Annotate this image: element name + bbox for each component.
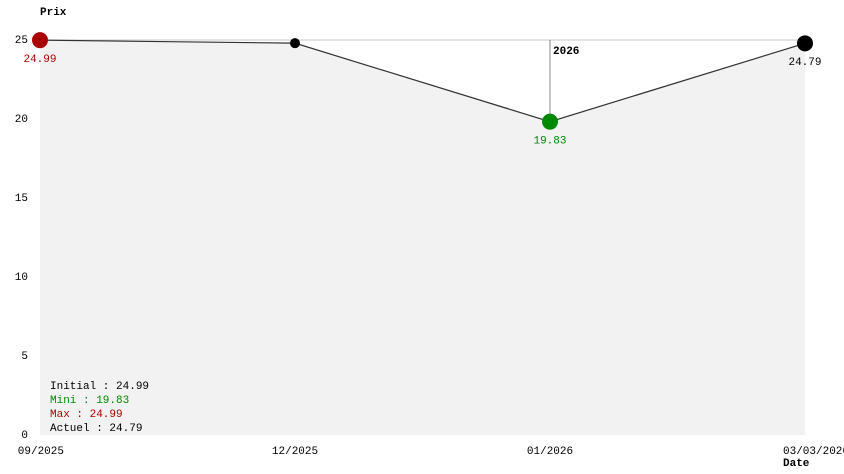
y-tick-label: 5	[21, 351, 28, 363]
y-tick-label: 10	[15, 272, 28, 284]
x-tick-label: 03/03/2026	[783, 446, 844, 458]
marker-label: 2026	[553, 46, 579, 58]
legend-entry: Initial : 24.99	[50, 381, 149, 393]
price-line	[39, 39, 806, 123]
data-point	[797, 35, 813, 52]
x-tick-label: 12/2025	[272, 446, 318, 458]
legend-entry: Mini : 19.83	[50, 395, 129, 407]
area	[40, 40, 805, 436]
x-axis-label: Date	[783, 458, 810, 470]
y-axis-label: Prix	[40, 7, 67, 19]
data-point	[32, 32, 48, 49]
data-point	[290, 38, 300, 49]
y-tick-label: 25	[15, 35, 28, 47]
value-label: 24.79	[788, 57, 821, 69]
data-point	[542, 113, 558, 130]
x-tick-label: 09/2025	[18, 446, 64, 458]
legend-entry: Actuel : 24.79	[50, 423, 142, 435]
y-tick-label: 20	[15, 114, 28, 126]
value-label: 24.99	[23, 54, 56, 66]
x-tick-label: 01/2026	[527, 446, 573, 458]
legend-entry: Max : 24.99	[50, 409, 123, 421]
y-tick-label: 15	[15, 193, 28, 205]
value-label: 19.83	[533, 136, 566, 148]
y-tick-label: 0	[21, 430, 28, 442]
